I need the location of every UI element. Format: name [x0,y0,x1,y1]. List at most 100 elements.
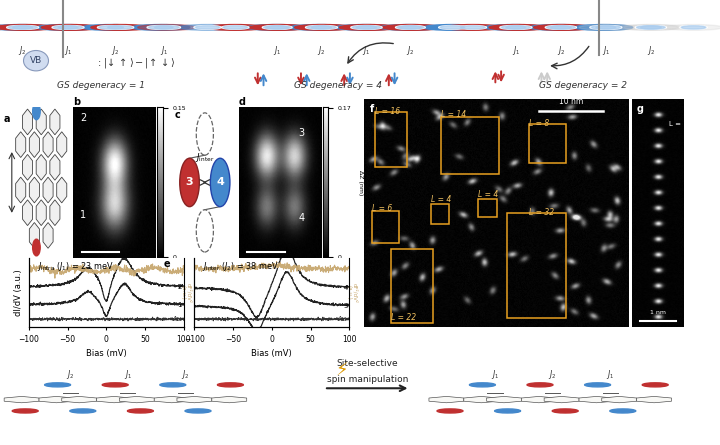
Text: $J_2$: $J_2$ [647,44,655,57]
Circle shape [641,26,665,29]
Text: $J_1$: $J_1$ [362,44,371,57]
Circle shape [591,26,616,29]
Circle shape [549,25,577,29]
Text: L = 14: L = 14 [441,110,467,119]
Circle shape [639,25,667,29]
Text: Au: Au [173,316,182,322]
Circle shape [222,25,249,29]
Text: $J_2$: $J_2$ [557,44,565,57]
Text: $J_1$: $J_1$ [273,44,282,57]
Ellipse shape [336,24,394,30]
Circle shape [70,409,96,413]
Circle shape [400,26,424,29]
Ellipse shape [91,24,149,30]
Bar [372,210,399,243]
Circle shape [155,26,179,29]
Text: $J_2$: $J_2$ [112,44,120,57]
Y-axis label: ΔZ (nm): ΔZ (nm) [192,170,197,195]
Ellipse shape [247,24,305,30]
Circle shape [610,409,636,413]
Bar [478,199,497,218]
Bar [375,113,407,167]
Circle shape [495,409,521,413]
Polygon shape [602,396,636,403]
Circle shape [395,25,423,29]
Circle shape [527,383,553,387]
Circle shape [58,26,83,29]
Circle shape [12,409,38,413]
Bar [431,204,449,224]
Polygon shape [544,396,579,403]
Text: ···: ··· [443,21,455,34]
Ellipse shape [0,24,9,30]
Text: L = 8: L = 8 [528,119,549,129]
Text: Au: Au [338,316,348,322]
Ellipse shape [423,24,482,30]
Ellipse shape [530,24,588,30]
Circle shape [635,25,662,29]
Polygon shape [636,396,672,403]
Circle shape [352,26,377,29]
Circle shape [440,26,464,29]
Circle shape [45,383,71,387]
Circle shape [32,239,40,256]
Text: $J_2$: $J_2$ [318,44,325,57]
Circle shape [127,409,153,413]
Text: $J_1$: $J_1$ [124,368,132,381]
Polygon shape [154,396,189,403]
Text: $J_1$: $J_1$ [602,44,610,57]
Text: : $|\!\downarrow\uparrow\rangle - |\!\uparrow\downarrow\rangle$: : $|\!\downarrow\uparrow\rangle - |\!\up… [97,56,176,70]
Text: $J_{\mathrm{intra}}$ ($J_1$) = 23 meV: $J_{\mathrm{intra}}$ ($J_1$) = 23 meV [37,260,113,273]
Polygon shape [464,396,499,403]
Ellipse shape [382,24,441,30]
Text: $J_2$: $J_2$ [406,44,415,57]
Text: f: f [369,105,374,114]
Ellipse shape [290,24,348,30]
Text: ···: ··· [472,21,484,34]
Polygon shape [43,222,53,248]
Circle shape [223,26,248,29]
Circle shape [102,383,128,387]
Circle shape [107,25,134,29]
Ellipse shape [534,24,592,30]
Circle shape [265,25,292,29]
Polygon shape [22,154,32,180]
Text: $J_1$: $J_1$ [64,44,72,57]
Ellipse shape [37,24,95,30]
Polygon shape [487,396,521,403]
Text: 2: 2 [80,113,86,123]
Polygon shape [16,132,26,158]
Polygon shape [429,396,464,403]
Text: $J_{\mathrm{inter}}$ ($J_2$) = 38 meV: $J_{\mathrm{inter}}$ ($J_2$) = 38 meV [202,260,279,273]
Circle shape [642,383,668,387]
Ellipse shape [206,24,264,30]
Bar [441,117,500,174]
Circle shape [147,25,174,29]
Polygon shape [177,396,212,403]
Ellipse shape [485,24,543,30]
Y-axis label: dF²/dV²
(a.u.): dF²/dV² (a.u.) [346,283,358,303]
Circle shape [6,25,34,29]
Circle shape [99,26,123,29]
Circle shape [585,383,611,387]
Polygon shape [39,396,74,403]
Ellipse shape [665,24,720,30]
Text: VB: VB [30,56,42,65]
Text: ···: ··· [205,21,217,34]
Polygon shape [50,109,60,135]
Circle shape [552,409,578,413]
Text: 2: 2 [178,284,182,290]
Circle shape [595,25,622,29]
Text: 10 nm: 10 nm [559,97,583,106]
Y-axis label: dF²/dV²
(a.u.): dF²/dV² (a.u.) [181,283,192,303]
Circle shape [596,26,621,29]
Circle shape [307,26,331,29]
Text: $J_2$: $J_2$ [66,368,74,381]
Ellipse shape [41,24,99,30]
Polygon shape [50,154,60,180]
Ellipse shape [179,24,237,30]
Text: Site-selective: Site-selective [336,359,398,368]
Text: $J_1$: $J_1$ [491,368,499,381]
Y-axis label: dI/dV (a.u.): dI/dV (a.u.) [14,269,23,316]
Circle shape [355,25,382,29]
